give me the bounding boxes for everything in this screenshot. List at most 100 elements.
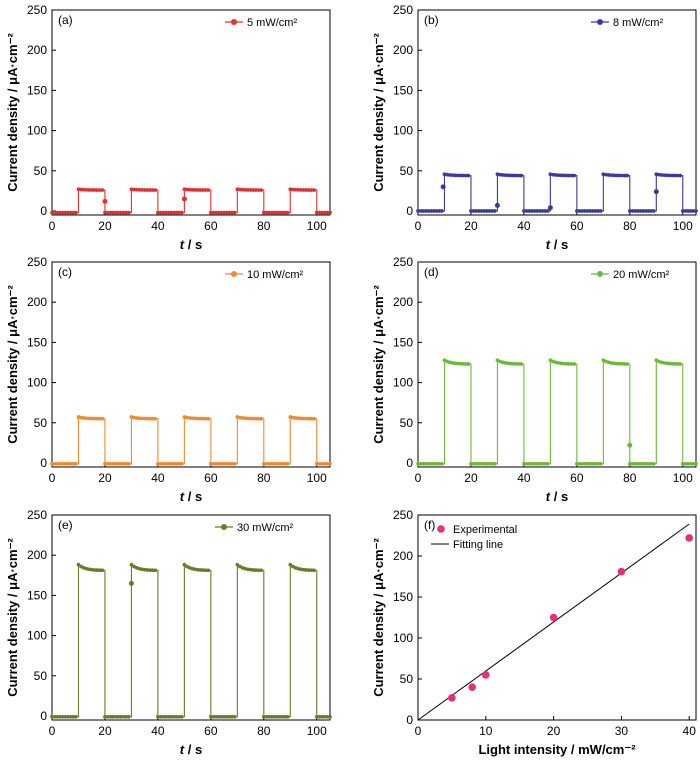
y-tick-label: 250 xyxy=(393,3,413,17)
y-tick-label: 0 xyxy=(40,204,47,218)
legend-label: 8 mW/cm² xyxy=(613,17,663,29)
series-line xyxy=(418,359,696,465)
y-tick-label: 250 xyxy=(27,3,47,17)
data-point xyxy=(206,568,211,573)
fitting-line xyxy=(417,523,690,721)
x-tick-label: 100 xyxy=(307,471,327,485)
data-point xyxy=(259,568,264,573)
y-tick-label: 200 xyxy=(393,295,413,309)
panel-label: (d) xyxy=(424,265,439,279)
x-axis-label: t / s xyxy=(546,489,568,504)
data-point xyxy=(126,461,131,466)
x-tick-label: 80 xyxy=(257,471,271,485)
data-point xyxy=(617,567,626,576)
data-point xyxy=(73,210,78,215)
data-point xyxy=(519,362,524,366)
x-tick-label: 0 xyxy=(49,471,56,485)
data-point xyxy=(73,714,78,719)
y-tick-label: 150 xyxy=(393,335,413,349)
x-axis-label: t / s xyxy=(546,237,568,252)
data-point xyxy=(153,416,158,421)
data-point xyxy=(179,461,184,466)
y-tick-label: 0 xyxy=(40,456,47,470)
data-point xyxy=(627,442,633,448)
x-axis-label-var: t xyxy=(546,489,551,504)
data-point xyxy=(285,714,290,719)
data-point xyxy=(466,173,471,178)
data-point xyxy=(651,461,656,466)
panel-label: (f) xyxy=(424,518,435,532)
plot-frame xyxy=(51,9,331,216)
data-point xyxy=(466,362,471,366)
data-point xyxy=(73,461,78,466)
data-point xyxy=(285,461,290,466)
data-point xyxy=(312,416,317,421)
x-tick-label: 30 xyxy=(615,724,629,738)
x-axis-label-var: t xyxy=(546,237,551,252)
y-tick-label: 0 xyxy=(406,713,413,727)
x-tick-label: 100 xyxy=(673,219,693,233)
y-tick-label: 50 xyxy=(400,672,414,686)
y-tick-label: 250 xyxy=(393,508,413,522)
y-tick-label: 200 xyxy=(27,43,47,57)
chart-panel-5: (f) 0 10 20 30 40 0 50 100 150 200 250 Current densi… xyxy=(371,508,697,757)
data-point xyxy=(625,173,630,178)
y-tick-label: 200 xyxy=(27,548,47,562)
data-point xyxy=(128,580,134,586)
y-tick-label: 0 xyxy=(40,709,47,723)
chart-panel-1: (b) 0 20 40 60 80 100 0 50 100 150 200 250 Current de… xyxy=(371,3,698,252)
x-tick-label: 60 xyxy=(570,219,584,233)
x-tick-label: 40 xyxy=(151,724,165,738)
data-point xyxy=(448,694,456,702)
data-point xyxy=(312,568,317,573)
legend-label: Fitting line xyxy=(453,539,503,551)
x-tick-label: 80 xyxy=(257,219,271,233)
data-point xyxy=(179,210,184,215)
x-tick-label: 0 xyxy=(415,724,422,738)
data-point xyxy=(328,210,332,215)
data-point xyxy=(494,202,500,208)
data-point xyxy=(572,173,577,178)
y-tick-label: 250 xyxy=(27,255,47,269)
chart-panel-4: (e) 0 20 40 60 80 100 0 50 100 150 200 250 Current de… xyxy=(5,508,332,757)
x-tick-label: 0 xyxy=(415,219,422,233)
legend-label: 5 mW/cm² xyxy=(247,17,297,29)
x-tick-label: 100 xyxy=(673,471,693,485)
plot-frame xyxy=(417,514,697,721)
y-axis-label: Current density / μA·cm⁻² xyxy=(5,285,20,444)
data-point xyxy=(126,210,131,215)
x-axis-label-unit: / s xyxy=(550,237,568,252)
data-point xyxy=(549,613,558,622)
x-axis-label: t / s xyxy=(180,237,202,252)
plot-frame xyxy=(417,261,697,468)
data-point xyxy=(259,188,264,192)
data-point xyxy=(100,416,105,421)
x-axis-label-unit: / s xyxy=(184,237,202,252)
panel-label: (a) xyxy=(58,13,73,27)
x-tick-label: 40 xyxy=(683,724,697,738)
legend-label: 20 mW/cm² xyxy=(613,269,670,281)
series-line xyxy=(52,188,330,214)
x-tick-label: 60 xyxy=(204,471,218,485)
data-point xyxy=(678,173,683,178)
chart-panel-2: (c) 0 20 40 60 80 100 0 50 100 150 200 250 Current de… xyxy=(5,255,332,504)
legend-marker xyxy=(597,271,603,277)
x-tick-label: 20 xyxy=(547,724,561,738)
legend-marker xyxy=(597,19,603,25)
y-axis-label: Current density / μA·cm⁻² xyxy=(371,538,386,697)
data-point xyxy=(126,714,131,719)
x-tick-label: 40 xyxy=(151,219,165,233)
data-point xyxy=(598,461,603,466)
y-tick-label: 250 xyxy=(393,255,413,269)
y-tick-label: 100 xyxy=(27,124,47,138)
x-tick-label: 20 xyxy=(464,471,478,485)
data-point xyxy=(678,362,683,366)
y-tick-label: 50 xyxy=(34,669,48,683)
data-point xyxy=(492,209,497,213)
chart-panel-0: (a) 0 20 40 60 80 100 0 50 100 150 200 250 Current de… xyxy=(5,3,332,252)
x-axis-label-var: t xyxy=(180,237,185,252)
y-axis-label: Current density / μA·cm⁻² xyxy=(371,285,386,444)
y-tick-label: 200 xyxy=(393,43,413,57)
x-tick-label: 10 xyxy=(479,724,493,738)
x-tick-label: 100 xyxy=(307,724,327,738)
